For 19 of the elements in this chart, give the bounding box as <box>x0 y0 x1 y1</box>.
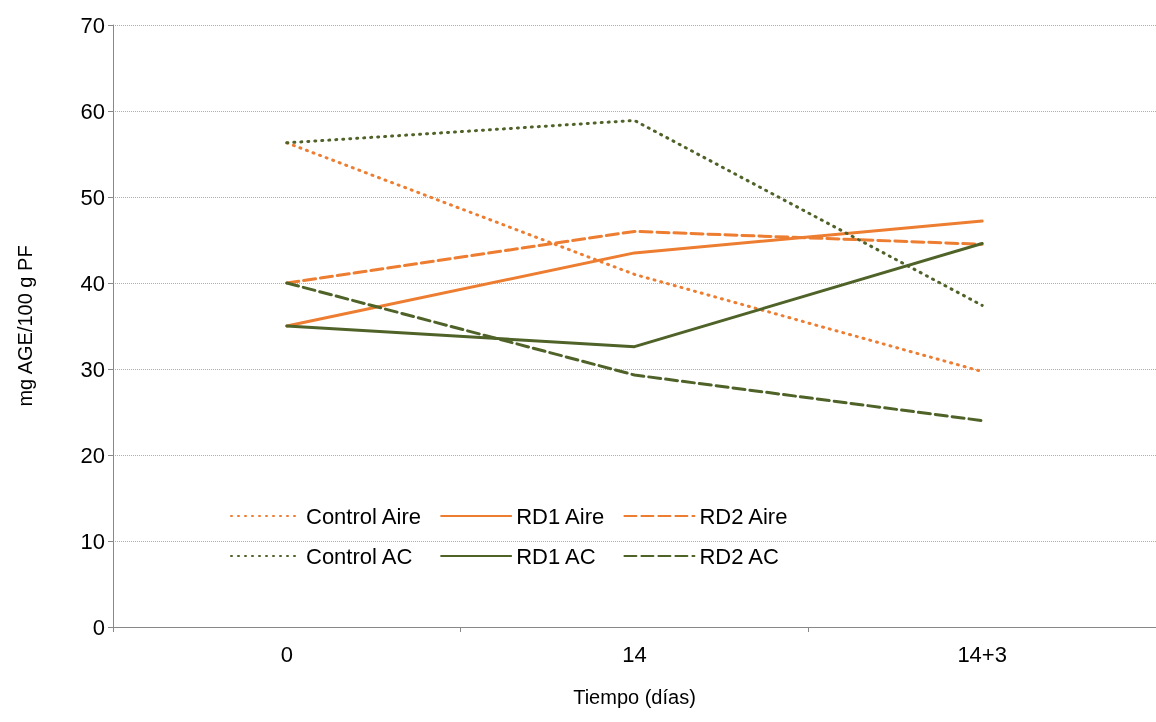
legend-label: RD1 AC <box>516 543 596 569</box>
y-tick-label: 60 <box>80 98 105 124</box>
legend-label: RD1 Aire <box>516 503 605 529</box>
y-tick-label: 40 <box>80 270 105 296</box>
y-tick-label: 70 <box>80 12 105 38</box>
y-tick-label: 30 <box>80 356 105 382</box>
y-tick-label: 20 <box>80 442 105 468</box>
y-tick-label: 10 <box>80 528 105 554</box>
y-tick-label: 0 <box>92 614 105 640</box>
legend-label: Control Aire <box>306 503 421 529</box>
x-tick-label: 14+3 <box>957 641 1007 667</box>
x-axis-title: Tiempo (días) <box>573 686 696 708</box>
legend-label: Control AC <box>306 543 413 569</box>
x-tick-label: 0 <box>280 641 293 667</box>
legend-label: RD2 AC <box>699 543 779 569</box>
y-tick-label: 50 <box>80 184 105 210</box>
legend-label: RD2 Aire <box>699 503 788 529</box>
x-tick-label: 14 <box>622 641 647 667</box>
y-axis-title: mg AGE/100 g PF <box>14 245 36 407</box>
